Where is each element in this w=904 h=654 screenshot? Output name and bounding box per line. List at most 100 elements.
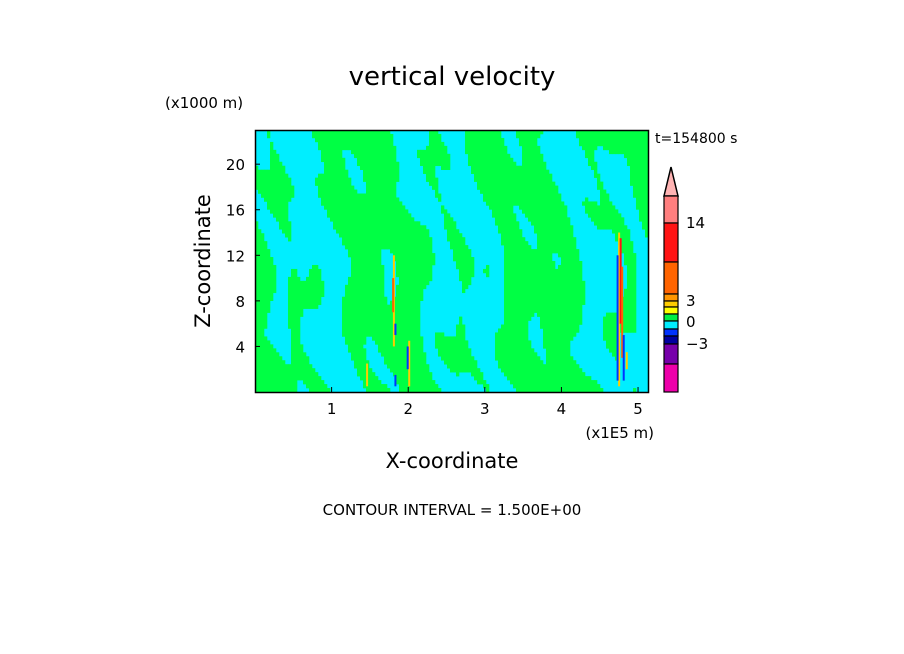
contour-region-positive: [411, 217, 415, 393]
contour-region-positive: [345, 130, 349, 151]
contour-region-positive: [591, 380, 595, 393]
contour-region-positive: [579, 130, 583, 147]
contour-region-positive: [288, 364, 292, 393]
contour-region-positive: [549, 173, 553, 393]
contour-region-positive: [573, 360, 577, 393]
colorbar-band: [663, 293, 679, 302]
contour-region-positive: [270, 344, 274, 393]
contour-region-positive: [348, 130, 352, 151]
contour-region-positive: [534, 249, 538, 313]
contour-region-positive: [414, 221, 418, 393]
y-tick-label: 16: [226, 202, 245, 220]
contour-region-positive: [486, 130, 490, 206]
contour-region-positive: [483, 380, 487, 389]
contour-region-positive: [609, 201, 613, 230]
contour-region-positive: [417, 149, 421, 159]
contour-region-positive: [387, 304, 391, 369]
contour-region-positive: [534, 352, 538, 393]
contour-region-positive: [441, 332, 445, 361]
contour-region-positive: [588, 376, 592, 393]
updraft-streak: [616, 255, 619, 381]
colorbar-band: [663, 313, 679, 322]
contour-region-positive: [309, 268, 313, 309]
contour-region-positive: [315, 264, 319, 309]
contour-region-positive: [351, 130, 355, 155]
contour-region-positive: [435, 177, 439, 198]
contour-region-positive: [483, 268, 487, 274]
contour-region-positive: [567, 217, 571, 393]
contour-region-positive: [381, 130, 385, 250]
contour-region-positive: [318, 173, 322, 198]
contour-region-positive: [339, 130, 343, 238]
contour-region-positive: [447, 153, 451, 170]
contour-region-positive: [600, 130, 604, 147]
contour-region-positive: [327, 130, 331, 218]
contour-region-positive: [507, 153, 511, 381]
contour-region-positive: [423, 225, 427, 290]
contour-region-positive: [345, 284, 349, 345]
contour-region-positive: [360, 130, 364, 170]
contour-region-positive: [531, 249, 535, 317]
contour-region-positive: [405, 209, 409, 393]
contour-region-positive: [603, 130, 607, 151]
contour-region-positive: [357, 193, 361, 377]
contour-region-positive: [351, 185, 355, 361]
contour-region-positive: [441, 205, 445, 214]
contour-region-positive: [420, 336, 424, 393]
contour-region-positive: [438, 193, 442, 202]
contour-region-positive: [591, 130, 595, 170]
contour-region-positive: [498, 130, 502, 234]
contour-region-positive: [609, 130, 613, 155]
contour-region-positive: [564, 205, 568, 393]
contour-region-positive: [471, 130, 475, 174]
contour-region-positive: [300, 344, 304, 381]
contour-region-positive: [321, 380, 325, 393]
contour-region-positive: [435, 384, 439, 393]
contour-region-positive: [597, 173, 601, 190]
contour-region-positive: [591, 201, 595, 222]
contour-region-positive: [606, 193, 610, 230]
contour-region-positive: [516, 221, 520, 393]
contour-region-positive: [273, 348, 277, 393]
contour-region-positive: [543, 364, 547, 393]
contour-region-positive: [315, 130, 319, 143]
contour-region-positive: [267, 249, 271, 313]
colorbar-band: [663, 328, 679, 337]
contour-region-positive: [390, 133, 394, 254]
contour-region-positive: [354, 130, 358, 159]
contour-region-positive: [396, 284, 400, 385]
contour-region-positive: [615, 209, 619, 242]
contour-region-positive: [432, 130, 436, 190]
contour-region-positive: [450, 336, 454, 373]
contour-region-positive: [381, 384, 385, 393]
contour-region-positive: [543, 161, 547, 349]
contour-region-positive: [360, 193, 364, 381]
x-tick-label: 4: [557, 400, 567, 418]
contour-region-positive: [480, 372, 484, 385]
x-axis: 1 2 3 4 5: [327, 387, 643, 418]
contour-interval: CONTOUR INTERVAL = 1.500E+00: [323, 501, 582, 519]
contour-region-positive: [597, 205, 601, 230]
contour-region-positive: [264, 241, 268, 329]
contour-region-positive: [324, 130, 328, 210]
contour-region-positive: [279, 356, 283, 393]
contour-region-positive: [375, 376, 379, 393]
contour-region-positive: [384, 130, 388, 250]
contour-region-positive: [429, 372, 433, 393]
contour-region-positive: [447, 336, 451, 369]
contour-region-positive: [363, 193, 367, 345]
y-tick-label: 20: [226, 156, 245, 174]
contour-region-positive: [417, 221, 421, 393]
contour-region-positive: [594, 380, 598, 393]
contour-region-positive: [624, 225, 628, 266]
contour-region-positive: [573, 237, 577, 337]
contour-region-positive: [498, 328, 502, 369]
contour-region-positive: [540, 360, 544, 393]
contour-region-positive: [546, 169, 550, 393]
updraft-streak: [408, 340, 411, 387]
contour-region-positive: [315, 177, 319, 186]
contour-region-positive: [615, 130, 619, 155]
contour-region-positive: [342, 296, 346, 337]
updraft-streak: [394, 374, 397, 387]
contour-region-positive: [312, 368, 316, 393]
